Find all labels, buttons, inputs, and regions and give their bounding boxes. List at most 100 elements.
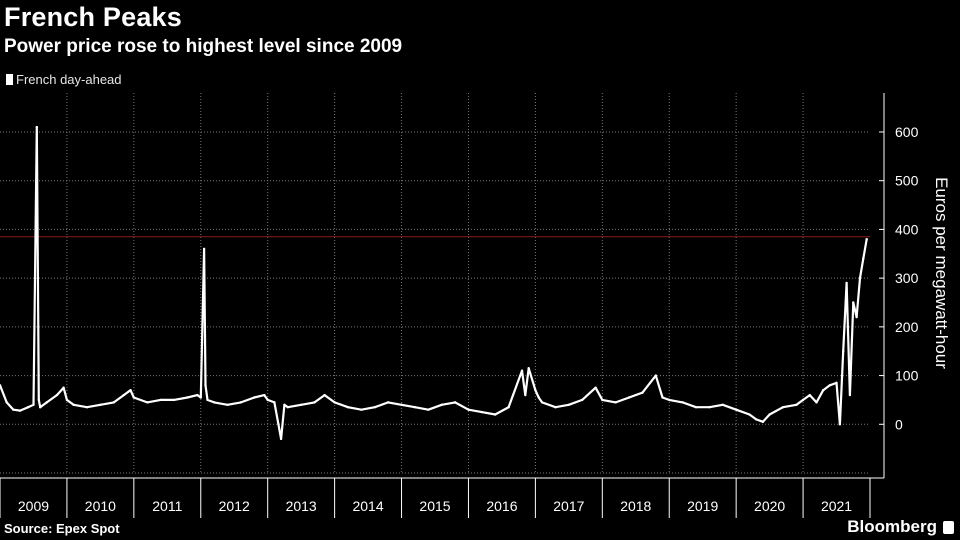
data-point (199, 396, 202, 399)
data-point (520, 369, 524, 372)
x-tick-label: 2021 (821, 498, 852, 514)
x-tick-label: 2011 (152, 498, 182, 514)
data-point (427, 408, 430, 411)
data-point (537, 396, 540, 399)
data-point (299, 403, 303, 406)
source-note: Source: Epex Spot (4, 521, 120, 536)
series-group (0, 125, 868, 441)
data-point (838, 423, 842, 426)
x-tick-label: 2009 (18, 498, 49, 514)
x-tick-label: 2015 (419, 498, 450, 514)
x-tick-label: 2017 (553, 498, 584, 514)
data-point (286, 406, 289, 409)
grid (0, 93, 870, 474)
data-point (202, 247, 206, 251)
data-point (112, 401, 115, 404)
data-point (852, 301, 855, 304)
data-point (668, 398, 671, 402)
data-point (226, 403, 229, 406)
y-tick-label: 0 (895, 416, 903, 432)
x-tick-label: 2013 (286, 498, 317, 514)
data-point (524, 393, 527, 397)
data-point (534, 388, 537, 392)
data-point (386, 401, 390, 404)
y-tick-label: 100 (895, 368, 919, 384)
data-point (239, 401, 243, 404)
data-point (159, 398, 162, 402)
x-tick-label: 2020 (754, 498, 785, 514)
data-point (540, 401, 544, 404)
data-point (855, 315, 858, 319)
data-point (581, 398, 584, 402)
legend-label: French day-ahead (16, 72, 122, 87)
data-point (72, 403, 75, 406)
data-point (842, 350, 845, 353)
data-point (848, 393, 852, 397)
data-point (641, 391, 644, 394)
data-point (360, 408, 363, 411)
data-point (681, 401, 684, 404)
data-point (801, 398, 805, 402)
data-point (862, 257, 865, 260)
y-tick-label: 200 (895, 319, 919, 335)
data-point (186, 396, 189, 399)
data-point (507, 406, 510, 409)
brand-logo: Bloomberg (847, 517, 954, 537)
data-point (212, 401, 216, 404)
data-point (32, 403, 35, 406)
data-point (858, 276, 862, 280)
data-point (413, 406, 417, 409)
data-point (38, 406, 42, 409)
data-point (453, 401, 457, 404)
data-point (467, 408, 470, 411)
data-point (12, 408, 15, 411)
data-point (721, 403, 724, 406)
data-point (206, 398, 209, 402)
data-point (795, 403, 798, 406)
data-point (734, 408, 738, 411)
data-point (273, 401, 276, 404)
x-tick-labels: 2009 2010 2011 2012 2013 2014 2015 2016 2017 2018… (18, 498, 852, 514)
data-point (654, 374, 658, 377)
x-tick-label: 2016 (486, 498, 517, 514)
data-point (527, 367, 530, 370)
x-tick-label: 2014 (352, 498, 383, 514)
y-tick-label: 400 (895, 221, 919, 237)
data-point (554, 406, 557, 409)
data-point (845, 281, 848, 285)
data-point (146, 401, 149, 404)
data-point (37, 398, 41, 402)
data-point (266, 398, 269, 402)
data-point (661, 396, 664, 399)
data-point (0, 384, 2, 387)
data-point (196, 393, 199, 397)
data-point (815, 401, 818, 404)
chart-subtitle: Power price rose to highest level since … (4, 36, 403, 57)
data-point (283, 403, 286, 406)
data-point (132, 396, 136, 399)
data-point (129, 388, 132, 392)
data-point (748, 413, 751, 416)
data-point (18, 409, 22, 412)
data-point (594, 386, 597, 389)
x-tick-label: 2012 (219, 498, 250, 514)
chart-title: French Peaks (4, 2, 182, 32)
data-point (694, 406, 698, 409)
data-point (99, 403, 102, 406)
data-point (26, 406, 30, 409)
axes (0, 93, 885, 518)
data-point (333, 401, 336, 404)
data-point (808, 393, 811, 397)
data-point (5, 401, 8, 404)
data-point (821, 388, 825, 392)
data-point (204, 384, 207, 387)
data-point (279, 437, 283, 441)
data-point (614, 401, 617, 404)
data-point (45, 401, 49, 404)
y-tick-label: 600 (895, 124, 919, 140)
data-point (373, 406, 376, 409)
data-point (865, 237, 868, 241)
data-point (400, 403, 403, 406)
data-point (346, 406, 350, 409)
